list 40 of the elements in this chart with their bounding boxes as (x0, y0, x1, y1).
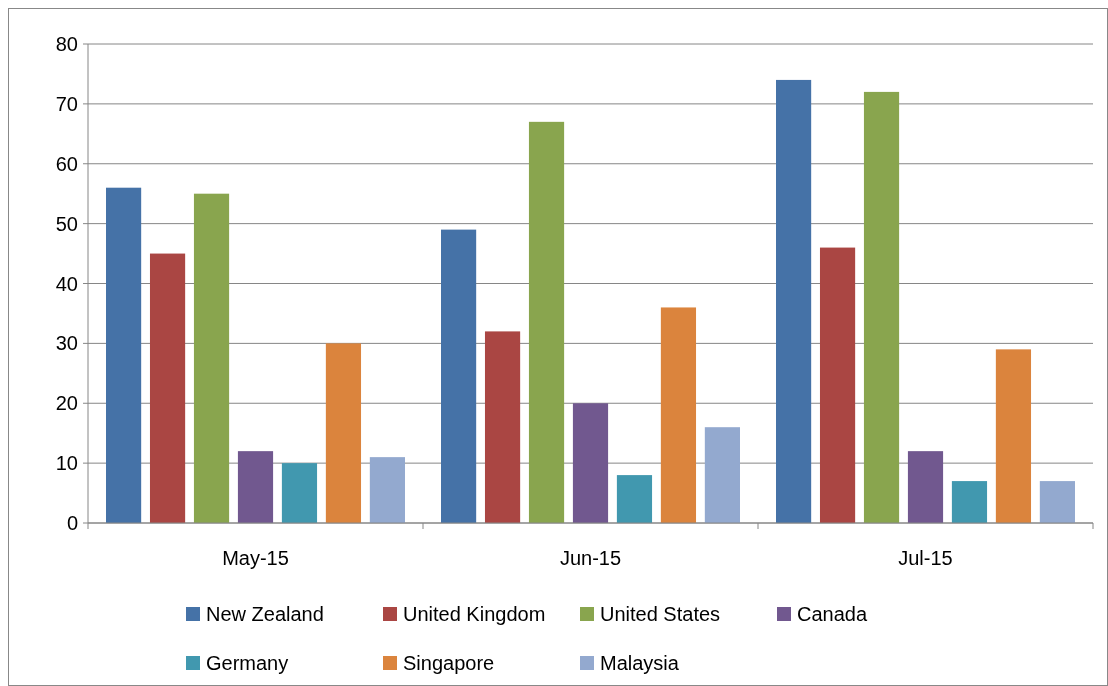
bar (995, 349, 1032, 523)
legend-label: Singapore (403, 652, 495, 674)
x-tick-label: Jul-15 (898, 547, 953, 569)
legend-label: Canada (797, 603, 868, 625)
bar (441, 229, 477, 523)
y-tick-label: 0 (66, 512, 78, 534)
legend-label: United States (600, 603, 721, 625)
bar (369, 457, 405, 523)
y-tick-label: 40 (55, 272, 78, 295)
bar (281, 463, 318, 523)
legend-label: Malaysia (600, 652, 680, 674)
bar (149, 253, 186, 523)
y-tick-label: 70 (55, 92, 78, 115)
bar (819, 247, 856, 523)
x-tick-label: Jun-15 (559, 547, 622, 569)
x-tick-label: May-15 (222, 547, 289, 569)
bar (572, 403, 609, 523)
bar (484, 331, 521, 523)
bar (528, 121, 565, 523)
bar (106, 187, 142, 523)
bar (951, 481, 988, 523)
y-tick-label: 30 (55, 332, 78, 355)
bar (660, 307, 697, 523)
legend-label: United Kingdom (403, 603, 546, 625)
y-tick-label: 60 (55, 152, 78, 175)
legend-label: Germany (206, 652, 289, 674)
bar (776, 79, 812, 523)
y-tick-label: 80 (55, 33, 78, 55)
bar (907, 451, 944, 523)
legend-label: New Zealand (206, 603, 324, 625)
bar (863, 91, 900, 523)
y-tick-label: 10 (55, 452, 78, 475)
bar (616, 475, 653, 523)
bar (325, 343, 362, 523)
bar (193, 193, 230, 523)
y-tick-label: 50 (55, 212, 78, 235)
bar (237, 451, 274, 523)
bar (704, 427, 740, 523)
bar (1039, 481, 1075, 523)
y-tick-label: 20 (55, 392, 78, 415)
